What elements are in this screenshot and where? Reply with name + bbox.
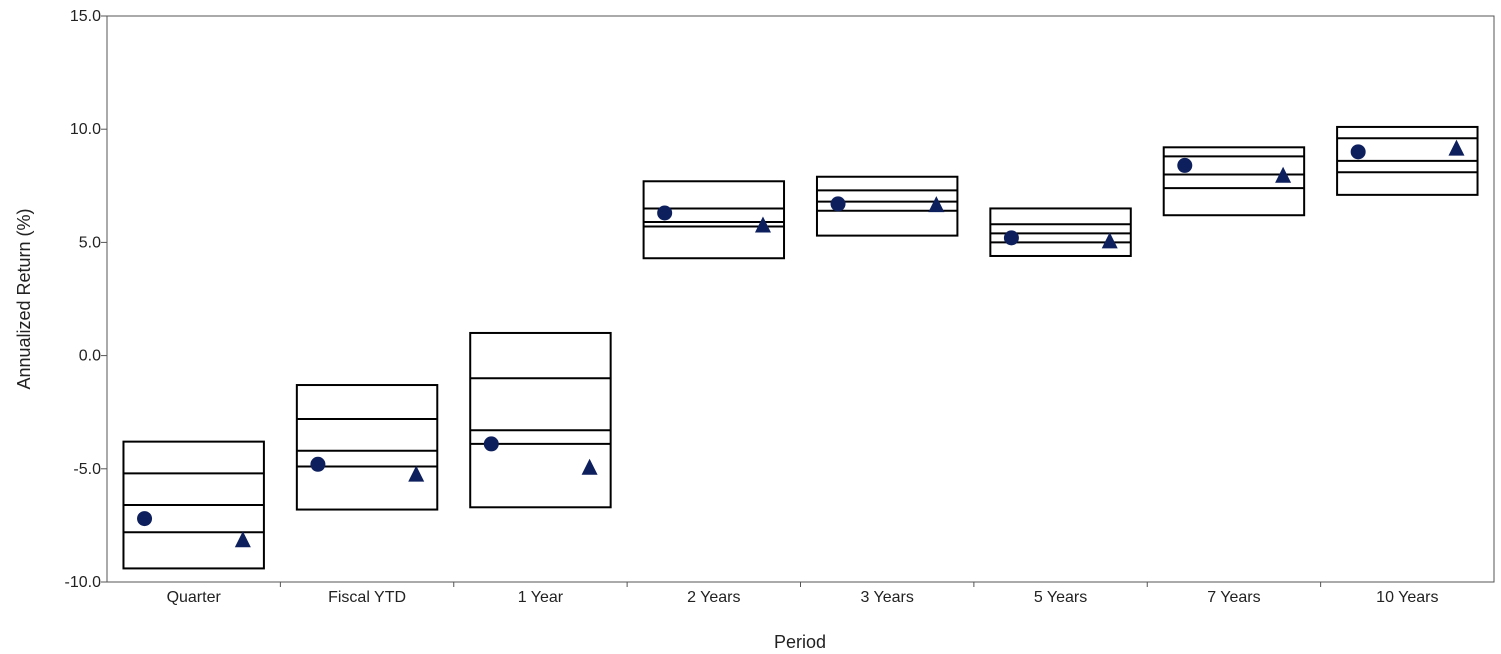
circle-marker	[830, 196, 846, 212]
y-axis-title: Annualized Return (%)	[14, 208, 34, 389]
box-outline	[815, 175, 959, 237]
triangle-marker	[1275, 166, 1292, 183]
box-outline	[1162, 146, 1306, 217]
y-tick-label: 0.0	[79, 348, 101, 365]
y-tick-label: -5.0	[73, 461, 101, 478]
box-outline	[989, 207, 1132, 257]
triangle-marker	[234, 531, 251, 548]
circle-marker	[1350, 144, 1366, 160]
circle-marker	[483, 436, 499, 452]
triangle-marker	[581, 458, 598, 475]
percentile-boxes	[122, 125, 1479, 570]
x-tick-label: 2 Years	[687, 589, 740, 606]
triangle-marker	[928, 196, 945, 213]
plot-frame	[106, 15, 1495, 583]
y-tick-label: 15.0	[70, 8, 101, 25]
circle-marker	[1177, 157, 1193, 173]
percentile-box	[469, 331, 612, 509]
percentile-box	[122, 440, 265, 570]
triangle-marker	[754, 216, 771, 233]
percentile-box	[295, 384, 439, 511]
y-axis: 15.0 10.0 5.0 0.0 -5.0 -10.0	[65, 8, 107, 591]
triangle-marker	[1448, 139, 1465, 156]
y-tick-label: 5.0	[79, 234, 101, 251]
x-tick-label: 5 Years	[1034, 589, 1087, 606]
triangle-marker	[408, 465, 425, 482]
x-axis: Quarter Fiscal YTD 1 Year 2 Years 3 Years 5 Y…	[167, 582, 1438, 606]
box-outline	[469, 331, 612, 509]
x-tick-label: Fiscal YTD	[328, 589, 406, 606]
x-tick-label: 7 Years	[1207, 589, 1260, 606]
x-axis-title: Period	[774, 632, 826, 652]
y-tick-label: -10.0	[65, 574, 102, 591]
y-tick-label: 10.0	[70, 121, 101, 138]
x-tick-label: Quarter	[167, 589, 222, 606]
circle-marker	[1003, 230, 1019, 246]
percentile-box	[1336, 125, 1479, 196]
data-markers	[137, 139, 1465, 548]
triangle-marker	[1101, 232, 1118, 249]
x-tick-label: 1 Year	[518, 589, 564, 606]
circle-marker	[657, 205, 673, 221]
x-tick-label: 3 Years	[860, 589, 913, 606]
box-outline	[295, 384, 439, 511]
x-tick-label: 10 Years	[1376, 589, 1438, 606]
circle-marker	[137, 511, 153, 527]
box-outline	[642, 180, 786, 260]
circle-marker	[310, 456, 326, 472]
